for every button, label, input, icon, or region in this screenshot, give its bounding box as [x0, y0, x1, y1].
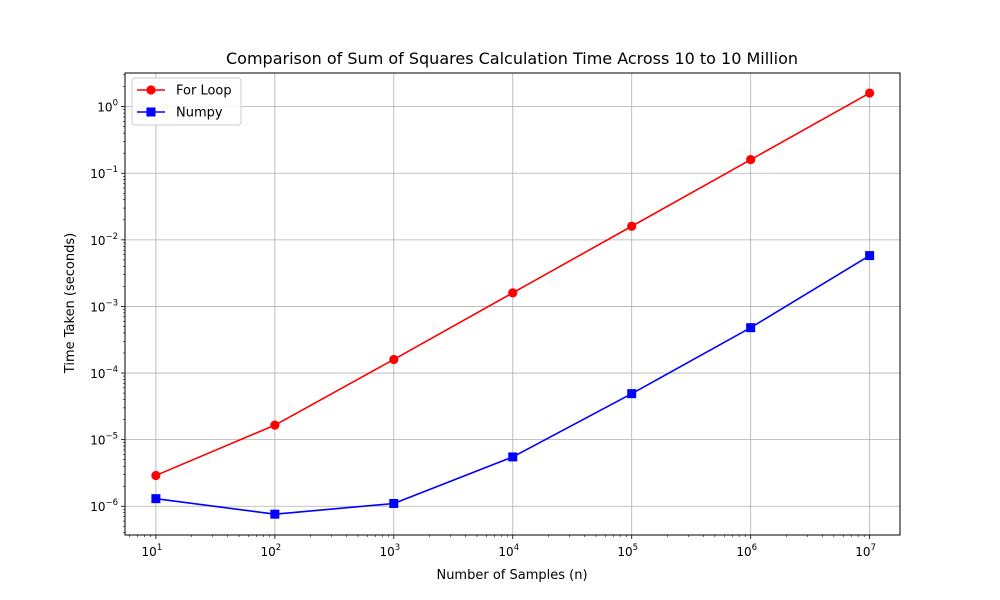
series-numpy — [151, 251, 875, 519]
legend: For Loop Numpy — [131, 77, 242, 126]
data-point-numpy — [270, 509, 280, 519]
data-point-numpy — [627, 389, 637, 399]
series-layer — [151, 88, 875, 519]
data-point-for-loop — [270, 420, 280, 430]
data-point-numpy — [865, 251, 875, 261]
y-tick-label: 10−2 — [90, 232, 118, 248]
data-point-for-loop — [865, 88, 875, 98]
x-tick-label: 107 — [855, 543, 876, 559]
x-tick-label: 106 — [736, 543, 757, 559]
x-tick-label: 104 — [498, 543, 519, 559]
data-point-numpy — [508, 452, 518, 462]
chart-title: Comparison of Sum of Squares Calculation… — [226, 49, 798, 68]
series-for-loop — [151, 88, 875, 481]
data-point-for-loop — [627, 221, 637, 231]
legend-label-numpy: Numpy — [176, 106, 223, 121]
data-point-for-loop — [746, 155, 756, 165]
axis-ticks: 101 102 103 104 105 106 107 10−6 10−5 10−4 10−3 10−… — [90, 74, 876, 559]
y-tick-label: 10−5 — [90, 432, 118, 448]
y-tick-label: 10−3 — [90, 298, 118, 314]
data-point-for-loop — [151, 470, 161, 481]
legend-label-for-loop: For Loop — [176, 84, 232, 99]
y-tick-label: 10−6 — [90, 498, 118, 514]
legend-marker-numpy — [146, 107, 156, 117]
y-axis-label: Time Taken (seconds) — [63, 233, 78, 374]
data-point-numpy — [746, 323, 756, 333]
y-tick-label: 100 — [97, 99, 118, 115]
x-tick-label: 102 — [260, 543, 281, 559]
data-point-for-loop — [508, 288, 518, 298]
legend-marker-for-loop — [146, 85, 156, 95]
y-tick-label: 10−4 — [90, 365, 118, 381]
data-point-numpy — [151, 494, 161, 504]
x-tick-label: 103 — [379, 543, 400, 559]
data-point-for-loop — [389, 354, 399, 365]
data-point-numpy — [389, 498, 399, 508]
grid — [125, 73, 900, 535]
x-tick-label: 105 — [617, 543, 638, 559]
y-tick-label: 10−1 — [90, 165, 118, 181]
x-axis-label: Number of Samples (n) — [436, 568, 587, 583]
x-tick-label: 101 — [142, 543, 163, 559]
